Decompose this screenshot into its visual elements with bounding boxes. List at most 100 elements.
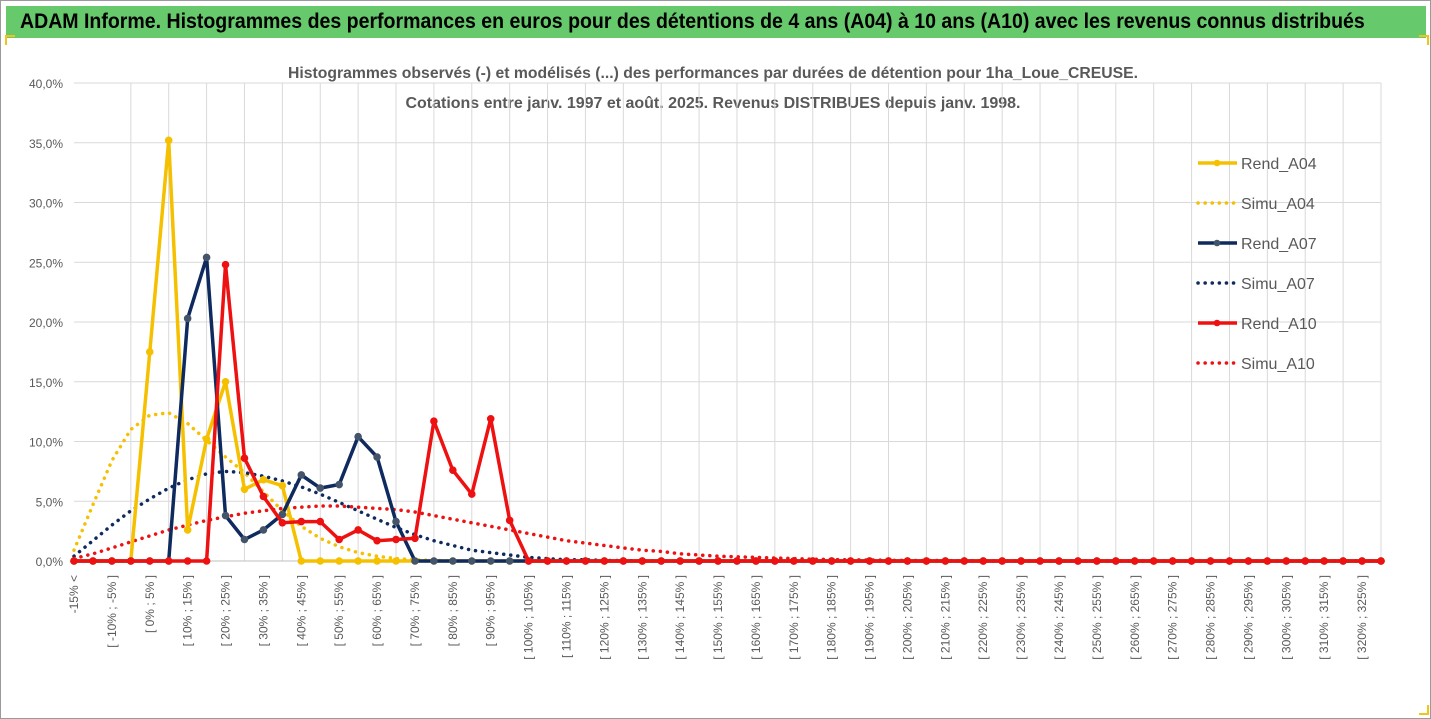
data-point-rend-a10 xyxy=(1130,557,1139,565)
x-axis: -15% < [ -10% ; -5% ] [ 0% ; 5% ] [ 10% ; 1… xyxy=(67,560,1381,660)
x-tick-label: [ 20% ; 25% ] xyxy=(219,575,233,646)
data-point-rend-a10 xyxy=(1074,557,1082,565)
data-point-rend-a04 xyxy=(183,526,192,534)
x-tick-label: [ 170% ; 175% ] xyxy=(787,575,801,660)
corner-handle-top-right[interactable] xyxy=(1419,35,1429,45)
data-point-rend-a10 xyxy=(127,557,135,565)
x-tick-label: [ 120% ; 125% ] xyxy=(597,575,611,660)
data-point-rend-a04 xyxy=(221,377,230,386)
data-point-rend-a10 xyxy=(108,557,116,565)
x-tick-label: [ 140% ; 145% ] xyxy=(673,575,687,660)
data-point-rend-a10 xyxy=(411,534,419,543)
chart-title: Histogrammes observés (-) et modélisés (… xyxy=(288,65,1138,82)
data-point-rend-a10 xyxy=(903,557,912,565)
data-point-rend-a04 xyxy=(316,557,325,565)
data-point-rend-a10 xyxy=(581,557,590,565)
data-point-rend-a07 xyxy=(354,432,362,441)
data-point-rend-a10 xyxy=(1093,557,1101,565)
x-tick-label: [ 110% ; 115% ] xyxy=(559,575,573,658)
data-point-rend-a10 xyxy=(1017,557,1025,565)
data-point-rend-a10 xyxy=(1320,557,1328,565)
data-point-rend-a10 xyxy=(467,490,476,498)
report-banner: ADAM Informe. Histogrammes des performan… xyxy=(6,6,1426,40)
data-point-rend-a10 xyxy=(373,536,381,545)
x-tick-label: [ 70% ; 75% ] xyxy=(408,575,422,646)
x-tick-label: -15% < xyxy=(67,575,81,613)
y-tick-label: 35,0% xyxy=(29,137,63,151)
data-point-rend-a10 xyxy=(979,557,988,565)
data-point-rend-a10 xyxy=(1377,557,1385,565)
x-tick-label: [ 240% ; 245% ] xyxy=(1052,575,1066,660)
data-point-rend-a07 xyxy=(316,484,325,492)
gridlines xyxy=(74,82,1382,562)
data-point-rend-a10 xyxy=(695,557,703,565)
data-point-rend-a07 xyxy=(335,480,343,489)
data-point-rend-a10 xyxy=(430,417,438,425)
data-point-rend-a10 xyxy=(600,557,609,565)
series-line-simu-a04 xyxy=(72,410,1383,563)
x-tick-label: [ 0% ; 5% ] xyxy=(143,575,157,633)
data-point-rend-a04 xyxy=(335,557,343,565)
x-tick-label: [ 90% ; 95% ] xyxy=(484,575,498,646)
data-point-rend-a10 xyxy=(865,557,874,565)
data-point-rend-a10 xyxy=(998,557,1006,565)
data-point-rend-a10 xyxy=(524,557,533,565)
data-point-rend-a10 xyxy=(240,454,249,463)
legend-marker-rend-a07 xyxy=(1213,239,1221,247)
data-point-rend-a10 xyxy=(1206,557,1215,565)
legend: Rend_A04 Simu_A04 Rend_A07 Simu_A07 Rend_A10… xyxy=(1196,156,1317,373)
data-point-rend-a10 xyxy=(752,557,760,565)
x-tick-label: [ 300% ; 305% ] xyxy=(1279,575,1293,660)
data-point-rend-a07 xyxy=(297,471,306,479)
x-tick-label: [ 230% ; 235% ] xyxy=(1014,575,1028,660)
data-point-rend-a10 xyxy=(846,557,855,565)
legend-label-rend-a10: Rend_A10 xyxy=(1241,316,1317,333)
data-point-rend-a10 xyxy=(1301,557,1310,565)
data-point-rend-a04 xyxy=(259,475,268,484)
x-tick-label: [ 200% ; 205% ] xyxy=(900,575,914,660)
data-point-rend-a07 xyxy=(278,510,287,519)
data-point-rend-a10 xyxy=(676,557,684,565)
data-point-rend-a10 xyxy=(164,557,173,565)
legend-label-simu-a04: Simu_A04 xyxy=(1241,196,1315,213)
data-point-rend-a10 xyxy=(202,557,211,565)
data-point-rend-a10 xyxy=(221,260,230,269)
data-point-rend-a10 xyxy=(922,557,931,565)
data-point-rend-a10 xyxy=(960,557,969,565)
x-tick-label: [ 250% ; 255% ] xyxy=(1090,575,1104,660)
data-point-rend-a10 xyxy=(619,557,628,565)
x-tick-label: [ 320% ; 325% ] xyxy=(1355,575,1369,660)
data-point-rend-a04 xyxy=(392,557,400,565)
x-tick-label: [ 10% ; 15% ] xyxy=(181,575,195,646)
data-point-rend-a10 xyxy=(145,557,154,565)
x-tick-label: [ 30% ; 35% ] xyxy=(256,575,270,646)
data-point-rend-a10 xyxy=(392,535,400,544)
data-point-rend-a10 xyxy=(657,557,666,565)
data-point-rend-a07 xyxy=(240,535,249,544)
x-tick-label: [ 50% ; 55% ] xyxy=(332,575,346,646)
plot-area xyxy=(70,136,1385,565)
x-tick-label: [ 310% ; 315% ] xyxy=(1317,575,1331,660)
data-point-rend-a10 xyxy=(278,518,287,527)
data-point-rend-a04 xyxy=(145,348,154,356)
series-line-simu-a07 xyxy=(72,469,1383,563)
legend-label-simu-a07: Simu_A07 xyxy=(1241,276,1315,293)
corner-handle-top-left[interactable] xyxy=(5,35,15,45)
series-line-simu-a10 xyxy=(72,504,1383,563)
corner-handle-bottom-right[interactable] xyxy=(1419,705,1429,715)
data-point-rend-a10 xyxy=(1244,557,1253,565)
data-point-rend-a10 xyxy=(335,535,343,544)
data-point-rend-a10 xyxy=(771,557,779,565)
data-point-rend-a10 xyxy=(354,526,362,534)
y-tick-label: 30,0% xyxy=(29,197,63,211)
y-tick-label: 20,0% xyxy=(29,316,63,330)
data-point-rend-a10 xyxy=(543,557,552,565)
data-point-rend-a10 xyxy=(714,557,722,565)
x-tick-label: [ 60% ; 65% ] xyxy=(370,575,384,646)
x-tick-label: [ 80% ; 85% ] xyxy=(446,575,460,646)
y-tick-label: 25,0% xyxy=(29,256,63,270)
data-point-rend-a10 xyxy=(70,557,78,565)
data-point-rend-a04 xyxy=(278,481,287,490)
